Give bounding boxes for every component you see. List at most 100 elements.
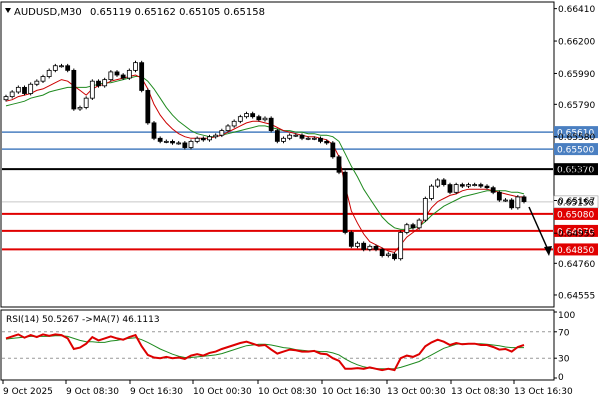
candle-body: [89, 80, 95, 99]
rsi-label: RSI(14) 50.5267 ->MA(7) 46.1113: [6, 315, 160, 325]
candle-body: [281, 137, 286, 142]
level-price-label: 0.64850: [557, 246, 594, 256]
candle-body: [200, 137, 206, 141]
candle-body: [194, 137, 200, 142]
candle-body: [342, 171, 348, 233]
level-price-tag: [554, 243, 598, 256]
symbol-label: AUDUSD,M30: [14, 7, 82, 18]
candle-body: [188, 140, 194, 148]
symbol-triangle-icon: [5, 8, 11, 13]
level-price-tag: [554, 224, 598, 237]
candle-body: [219, 130, 225, 136]
price-tick-label: 0.66200: [558, 38, 595, 48]
candle-body: [52, 65, 58, 71]
candle-body: [385, 253, 391, 257]
time-tick-label: 13 Oct 00:30: [387, 387, 446, 397]
candle-body: [367, 245, 373, 250]
candle-body: [250, 113, 256, 118]
time-tick-label: 10 Oct 00:30: [193, 387, 252, 397]
candle-body: [521, 196, 527, 202]
time-tick-label: 9 Oct 08:30: [66, 387, 119, 397]
time-tick-label: 10 Oct 08:30: [258, 387, 317, 397]
level-price-label: 0.64970: [557, 227, 594, 237]
price-levels: 0.65610 0.65500 0.65370 0.65080 0.64970 0.648…: [2, 126, 599, 256]
level-price-label: 0.65080: [557, 210, 594, 220]
level-price-tag: [554, 143, 598, 156]
forecast-arrow-line: [528, 206, 550, 253]
candle-body: [355, 242, 360, 247]
level-price-tag: [554, 163, 598, 176]
price-tick-label: 0.65790: [558, 101, 595, 111]
candle-body: [478, 184, 484, 187]
candle-body: [256, 116, 262, 121]
candle-body: [472, 184, 478, 187]
candle-body: [416, 219, 422, 229]
candle-body: [330, 142, 336, 158]
level-price-tag: [554, 126, 598, 139]
candle-body: [133, 62, 138, 71]
price-tick-label: 0.65580: [558, 133, 595, 143]
candle-body: [441, 179, 447, 186]
main-plot-frame: [0, 1, 555, 308]
candle-body: [59, 65, 64, 68]
candle-body: [15, 86, 21, 93]
candle-body: [77, 107, 83, 110]
rsi-tick-label: 0: [558, 373, 564, 383]
candle-body: [151, 122, 157, 139]
candle-body: [244, 113, 249, 118]
candle-body: [348, 232, 354, 247]
candle-body: [379, 249, 385, 257]
candle-body: [262, 117, 268, 121]
candle-body: [318, 137, 323, 142]
candle-body: [46, 69, 52, 77]
candle-body: [274, 130, 280, 142]
candle-body: [429, 185, 434, 199]
time-tick-label: 13 Oct 08:30: [451, 387, 510, 397]
candle-body: [299, 134, 305, 139]
level-price-tag: [554, 207, 598, 220]
candle-body: [268, 117, 274, 131]
candle-body: [435, 179, 441, 187]
price-tick-label: 0.64955: [558, 230, 595, 240]
current-price-label: 0.65158: [557, 198, 594, 208]
candles: [3, 60, 527, 261]
candle-body: [71, 69, 77, 110]
candle-body: [453, 184, 459, 193]
candle-body: [503, 199, 508, 202]
price-tick-label: 0.64555: [558, 291, 595, 301]
candle-body: [207, 136, 212, 141]
candle-body: [28, 83, 34, 94]
candle-body: [213, 134, 219, 138]
rsi-tick-label: 100: [558, 311, 575, 321]
time-tick-label: 9 Oct 16:30: [130, 387, 183, 397]
candle-body: [490, 187, 496, 193]
current-price-tag: [553, 195, 599, 209]
candle-body: [515, 196, 521, 209]
candle-body: [466, 184, 471, 187]
candle-body: [422, 198, 428, 221]
candle-body: [34, 80, 40, 85]
level-price-label: 0.65500: [557, 146, 594, 156]
candle-body: [40, 76, 46, 82]
candle-body: [398, 232, 404, 260]
price-tick-label: 0.65370: [558, 166, 595, 176]
forecast-arrow-head: [544, 246, 552, 256]
candle-body: [83, 97, 89, 108]
price-tick-label: 0.66410: [558, 5, 595, 15]
rsi-panel: 100 70 30 0: [2, 311, 575, 383]
rsi-tick-label: 30: [558, 355, 570, 365]
candle-body: [96, 80, 101, 87]
candle-body: [126, 69, 132, 79]
candle-body: [231, 120, 237, 127]
candle-body: [120, 74, 126, 79]
rsi-line: [5, 333, 525, 372]
candle-body: [410, 224, 416, 229]
candle-body: [176, 142, 182, 145]
level-price-label: 0.65370: [557, 166, 594, 176]
time-tick-label: 13 Oct 16:30: [514, 387, 573, 397]
price-tick-label: 0.65167: [558, 197, 595, 207]
candle-body: [361, 242, 367, 250]
candle-body: [170, 140, 175, 144]
candle-body: [65, 65, 71, 71]
